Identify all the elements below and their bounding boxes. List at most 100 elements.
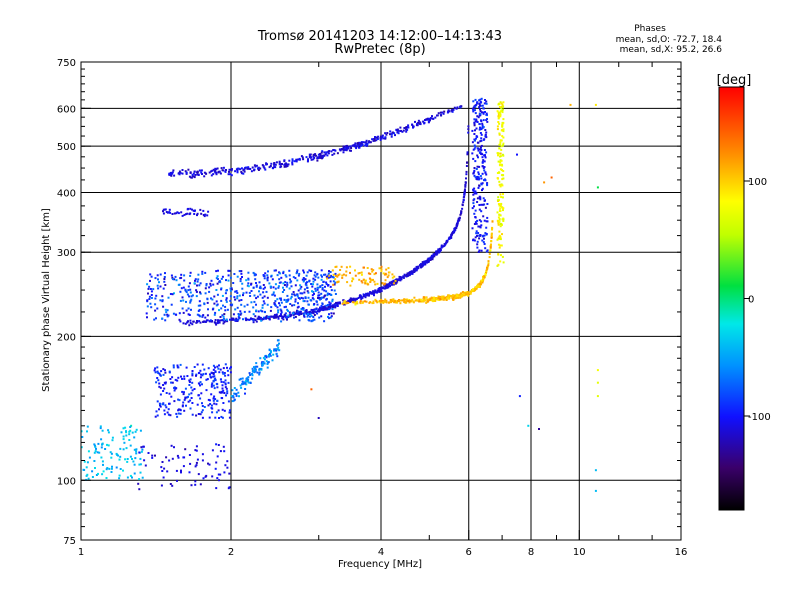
data-point: [193, 366, 196, 368]
data-point: [154, 371, 157, 374]
data-point: [483, 199, 486, 202]
data-point: [471, 152, 474, 155]
data-point: [290, 280, 293, 283]
data-point: [329, 285, 332, 288]
data-point: [307, 291, 310, 294]
data-point: [502, 193, 504, 196]
data-point: [272, 286, 275, 289]
data-point: [255, 282, 257, 284]
data-point: [297, 289, 300, 292]
data-point: [86, 430, 88, 433]
data-point: [499, 139, 502, 142]
data-point: [456, 223, 459, 226]
data-point: [253, 164, 256, 167]
data-point: [227, 279, 230, 282]
data-point: [375, 300, 378, 303]
data-point: [474, 286, 477, 289]
data-point: [223, 321, 226, 323]
data-point: [180, 211, 183, 214]
data-point: [332, 312, 335, 315]
data-point: [253, 300, 256, 303]
data-point: [278, 315, 281, 317]
data-point: [181, 172, 184, 175]
data-point: [162, 287, 165, 290]
data-point: [162, 403, 164, 406]
data-point: [244, 317, 247, 320]
data-point: [305, 309, 308, 311]
data-point: [159, 404, 161, 407]
data-point: [162, 373, 165, 376]
data-point: [403, 274, 406, 277]
data-point: [388, 281, 391, 284]
data-point: [417, 265, 420, 268]
data-point: [476, 286, 478, 289]
data-point: [189, 407, 192, 410]
data-point: [317, 153, 320, 156]
data-point: [497, 196, 500, 199]
data-point: [269, 354, 272, 357]
data-point: [306, 315, 309, 318]
data-point: [484, 171, 487, 174]
data-point: [174, 275, 177, 278]
data-point: [195, 461, 198, 464]
data-point: [286, 164, 289, 166]
y-tick-label: 400: [57, 188, 76, 199]
data-point: [221, 314, 224, 317]
data-point: [277, 286, 280, 289]
data-point: [173, 292, 175, 295]
data-point: [417, 119, 420, 122]
data-point: [195, 414, 198, 417]
data-point: [291, 159, 294, 162]
data-point: [204, 292, 207, 295]
data-point: [179, 408, 182, 411]
data-point: [408, 272, 411, 275]
data-point: [190, 308, 192, 311]
data-point: [242, 318, 244, 321]
data-point: [308, 153, 311, 156]
data-point: [333, 283, 336, 286]
data-point: [169, 414, 172, 417]
data-point: [483, 234, 486, 237]
data-point: [150, 275, 153, 278]
data-point: [381, 134, 384, 137]
data-point: [221, 384, 224, 387]
data-point: [440, 245, 443, 248]
data-point: [106, 443, 108, 446]
data-point: [201, 416, 204, 419]
data-point: [379, 135, 382, 138]
data-point: [149, 288, 152, 290]
data-point: [260, 319, 263, 322]
data-point: [208, 171, 211, 174]
data-point: [213, 402, 216, 405]
data-point: [594, 489, 597, 492]
data-point: [286, 283, 289, 286]
data-point: [110, 471, 113, 473]
data-point: [448, 297, 450, 300]
data-point: [439, 111, 442, 114]
data-point: [264, 286, 266, 289]
data-point: [339, 269, 342, 271]
data-point: [359, 142, 362, 145]
data-point: [332, 280, 335, 283]
data-point: [282, 286, 284, 289]
data-point: [337, 302, 340, 305]
data-point: [447, 294, 450, 297]
data-point: [269, 165, 272, 167]
data-point: [497, 216, 500, 219]
data-point: [288, 274, 291, 277]
data-point: [518, 395, 521, 398]
data-point: [407, 124, 410, 127]
data-point: [263, 295, 266, 298]
data-point: [181, 169, 184, 171]
data-point: [117, 454, 119, 457]
data-point: [402, 129, 405, 132]
data-point: [254, 368, 257, 371]
data-point: [302, 312, 305, 315]
data-point: [317, 417, 320, 419]
data-point: [473, 167, 476, 169]
data-point: [477, 147, 479, 150]
data-point: [196, 212, 199, 215]
data-point: [475, 137, 477, 140]
data-point: [153, 318, 156, 321]
data-point: [496, 172, 499, 174]
